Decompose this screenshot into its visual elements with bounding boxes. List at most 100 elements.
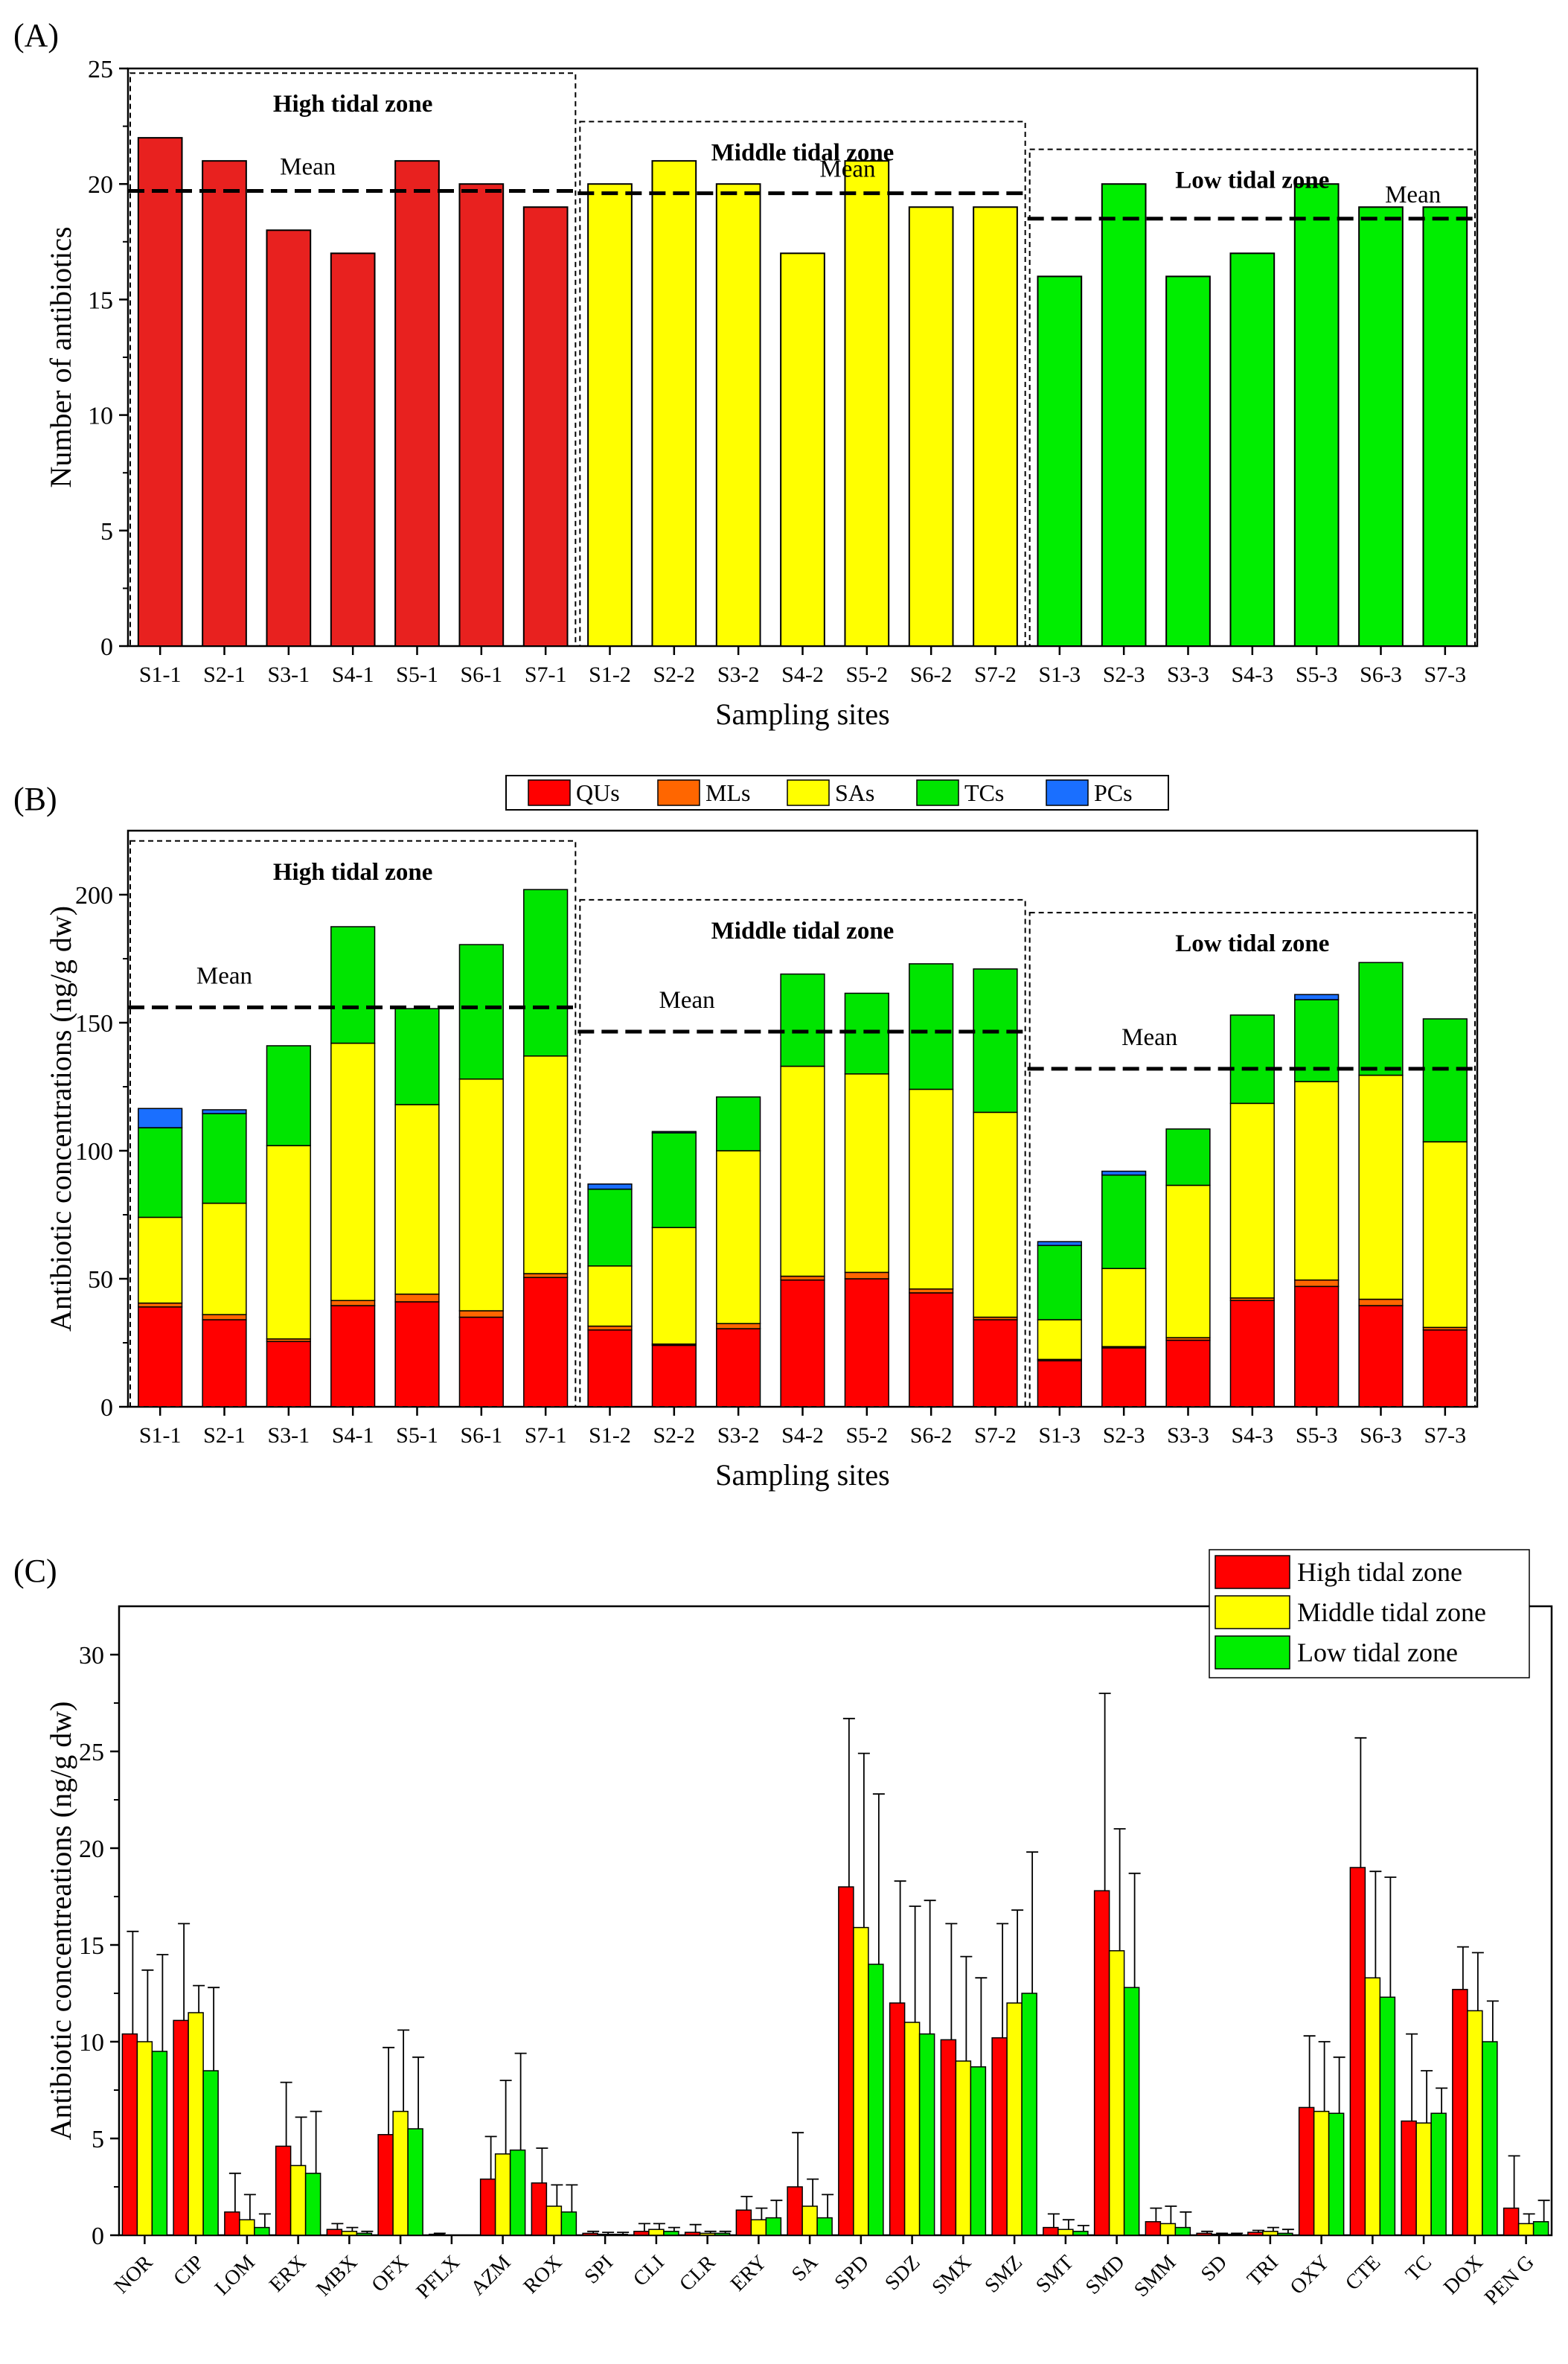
- bar-high-tidal-zone: [429, 2233, 445, 2236]
- stacked-segment-PCs: [1294, 994, 1340, 1000]
- legend-label: MLs: [705, 779, 750, 806]
- y-tick-label: 5: [92, 2126, 104, 2153]
- x-tick-label: CIP: [169, 2251, 208, 2290]
- bar: [1422, 206, 1468, 647]
- legend-swatch: [787, 779, 830, 806]
- stacked-segment-SAs: [1294, 1081, 1340, 1281]
- stacked-segment-SAs: [330, 1042, 376, 1301]
- bar-low-tidal-zone: [1482, 2041, 1498, 2236]
- x-tick-label: S4-2: [781, 1423, 824, 1448]
- y-tick-label: 30: [79, 1642, 104, 1670]
- panel-a-label: (A): [13, 17, 59, 54]
- x-tick-label: S5-2: [845, 1423, 888, 1448]
- stacked-segment-MLs: [394, 1293, 440, 1303]
- bar: [394, 160, 440, 648]
- y-tick-label: 100: [75, 1138, 113, 1166]
- x-axis-label: Sampling sites: [715, 697, 889, 731]
- y-axis-label: Antibiotic concentrations (ng/g dw): [44, 906, 77, 1332]
- stacked-segment-TCs: [523, 889, 569, 1057]
- stacked-segment-PCs: [1101, 1170, 1147, 1176]
- x-tick-label: ERY: [726, 2251, 771, 2296]
- stacked-segment-PCs: [1037, 1241, 1082, 1247]
- bar-high-tidal-zone: [838, 1886, 854, 2236]
- bar: [1101, 183, 1147, 647]
- bar: [651, 160, 697, 648]
- y-axis-label: Antibiotic concentreations (ng/g dw): [44, 1702, 77, 2141]
- x-tick-label: S6-2: [910, 1423, 953, 1448]
- stacked-segment-TCs: [780, 973, 825, 1067]
- stacked-segment-QUs: [651, 1344, 697, 1408]
- bar-high-tidal-zone: [377, 2134, 394, 2236]
- x-tick-label: S7-1: [525, 662, 567, 687]
- x-tick-label: S1-3: [1038, 662, 1081, 687]
- stacked-segment-PCs: [202, 1109, 247, 1114]
- x-tick-label: SPD: [831, 2251, 874, 2294]
- legend-label: PCs: [1094, 779, 1133, 806]
- bar-high-tidal-zone: [735, 2209, 752, 2236]
- stacked-segment-TCs: [458, 944, 504, 1080]
- x-tick-label: SPI: [580, 2251, 618, 2289]
- bar-high-tidal-zone: [1145, 2221, 1162, 2236]
- x-tick-label: AZM: [467, 2251, 516, 2300]
- x-tick-label: S2-2: [653, 662, 695, 687]
- stacked-segment-TCs: [1358, 962, 1404, 1076]
- bar: [137, 137, 183, 647]
- y-tick-label: 5: [100, 518, 113, 546]
- bar-low-tidal-zone: [509, 2149, 526, 2236]
- y-tick-label: 25: [79, 1739, 104, 1766]
- bar-middle-tidal-zone: [1313, 2110, 1330, 2236]
- y-tick-label: 0: [100, 633, 113, 661]
- plot-frame: [118, 1605, 1553, 2237]
- bar-high-tidal-zone: [633, 2231, 650, 2236]
- x-tick-label: S3-1: [267, 1423, 310, 1448]
- zone-mean-label: Mean: [659, 987, 715, 1014]
- stacked-segment-SAs: [973, 1111, 1018, 1318]
- stacked-segment-SAs: [651, 1227, 697, 1345]
- bar-middle-tidal-zone: [1517, 2223, 1535, 2236]
- x-tick-label: SMZ: [980, 2251, 1027, 2298]
- stacked-segment-PCs: [587, 1183, 633, 1190]
- stacked-segment-TCs: [202, 1113, 247, 1204]
- bar-middle-tidal-zone: [1415, 2122, 1432, 2236]
- x-tick-label: S3-2: [717, 1423, 760, 1448]
- legend-swatch: [1215, 1555, 1290, 1589]
- bar-low-tidal-zone: [1021, 1993, 1037, 2236]
- zone-title: High tidal zone: [273, 859, 433, 886]
- stacked-segment-TCs: [1101, 1174, 1147, 1269]
- stacked-segment-MLs: [780, 1275, 825, 1281]
- x-tick-label: TC: [1401, 2251, 1436, 2286]
- bar: [458, 183, 505, 647]
- x-tick-label: CTE: [1341, 2251, 1385, 2295]
- x-tick-label: S7-1: [525, 1423, 567, 1448]
- x-tick-label: S7-3: [1424, 1423, 1466, 1448]
- bar-middle-tidal-zone: [1057, 2229, 1074, 2236]
- x-tick-label: S3-1: [267, 662, 310, 687]
- stacked-segment-MLs: [458, 1310, 504, 1318]
- bar-low-tidal-zone: [356, 2232, 373, 2236]
- legend-swatch: [1046, 779, 1089, 806]
- stacked-segment-MLs: [1358, 1298, 1404, 1306]
- bar-middle-tidal-zone: [188, 2012, 204, 2236]
- x-tick-label: S5-2: [845, 662, 888, 687]
- x-tick-label: ERX: [265, 2251, 311, 2297]
- stacked-segment-QUs: [1101, 1347, 1147, 1408]
- bar-low-tidal-zone: [918, 2033, 935, 2236]
- chart-c: 0 5 10 15 20 25 30 Antibiotic concentreations (…: [44, 1549, 1553, 2310]
- stacked-segment-QUs: [1294, 1285, 1340, 1408]
- bar-high-tidal-zone: [991, 2037, 1008, 2236]
- stacked-segment-QUs: [202, 1319, 247, 1408]
- zone-title: Middle tidal zone: [711, 139, 895, 166]
- stacked-segment-MLs: [909, 1288, 954, 1294]
- x-tick-label: SDZ: [880, 2251, 924, 2295]
- x-tick-label: S2-1: [203, 1423, 246, 1448]
- bar-low-tidal-zone: [1226, 2233, 1242, 2236]
- stacked-segment-TCs: [266, 1045, 311, 1146]
- bar-high-tidal-zone: [1093, 1890, 1110, 2236]
- bar-high-tidal-zone: [224, 2211, 240, 2236]
- bar: [780, 252, 825, 647]
- x-tick-label: SMM: [1130, 2251, 1180, 2301]
- stacked-segment-TCs: [716, 1096, 761, 1151]
- stacked-segment-TCs: [1037, 1245, 1082, 1320]
- legend-swatch: [916, 779, 959, 806]
